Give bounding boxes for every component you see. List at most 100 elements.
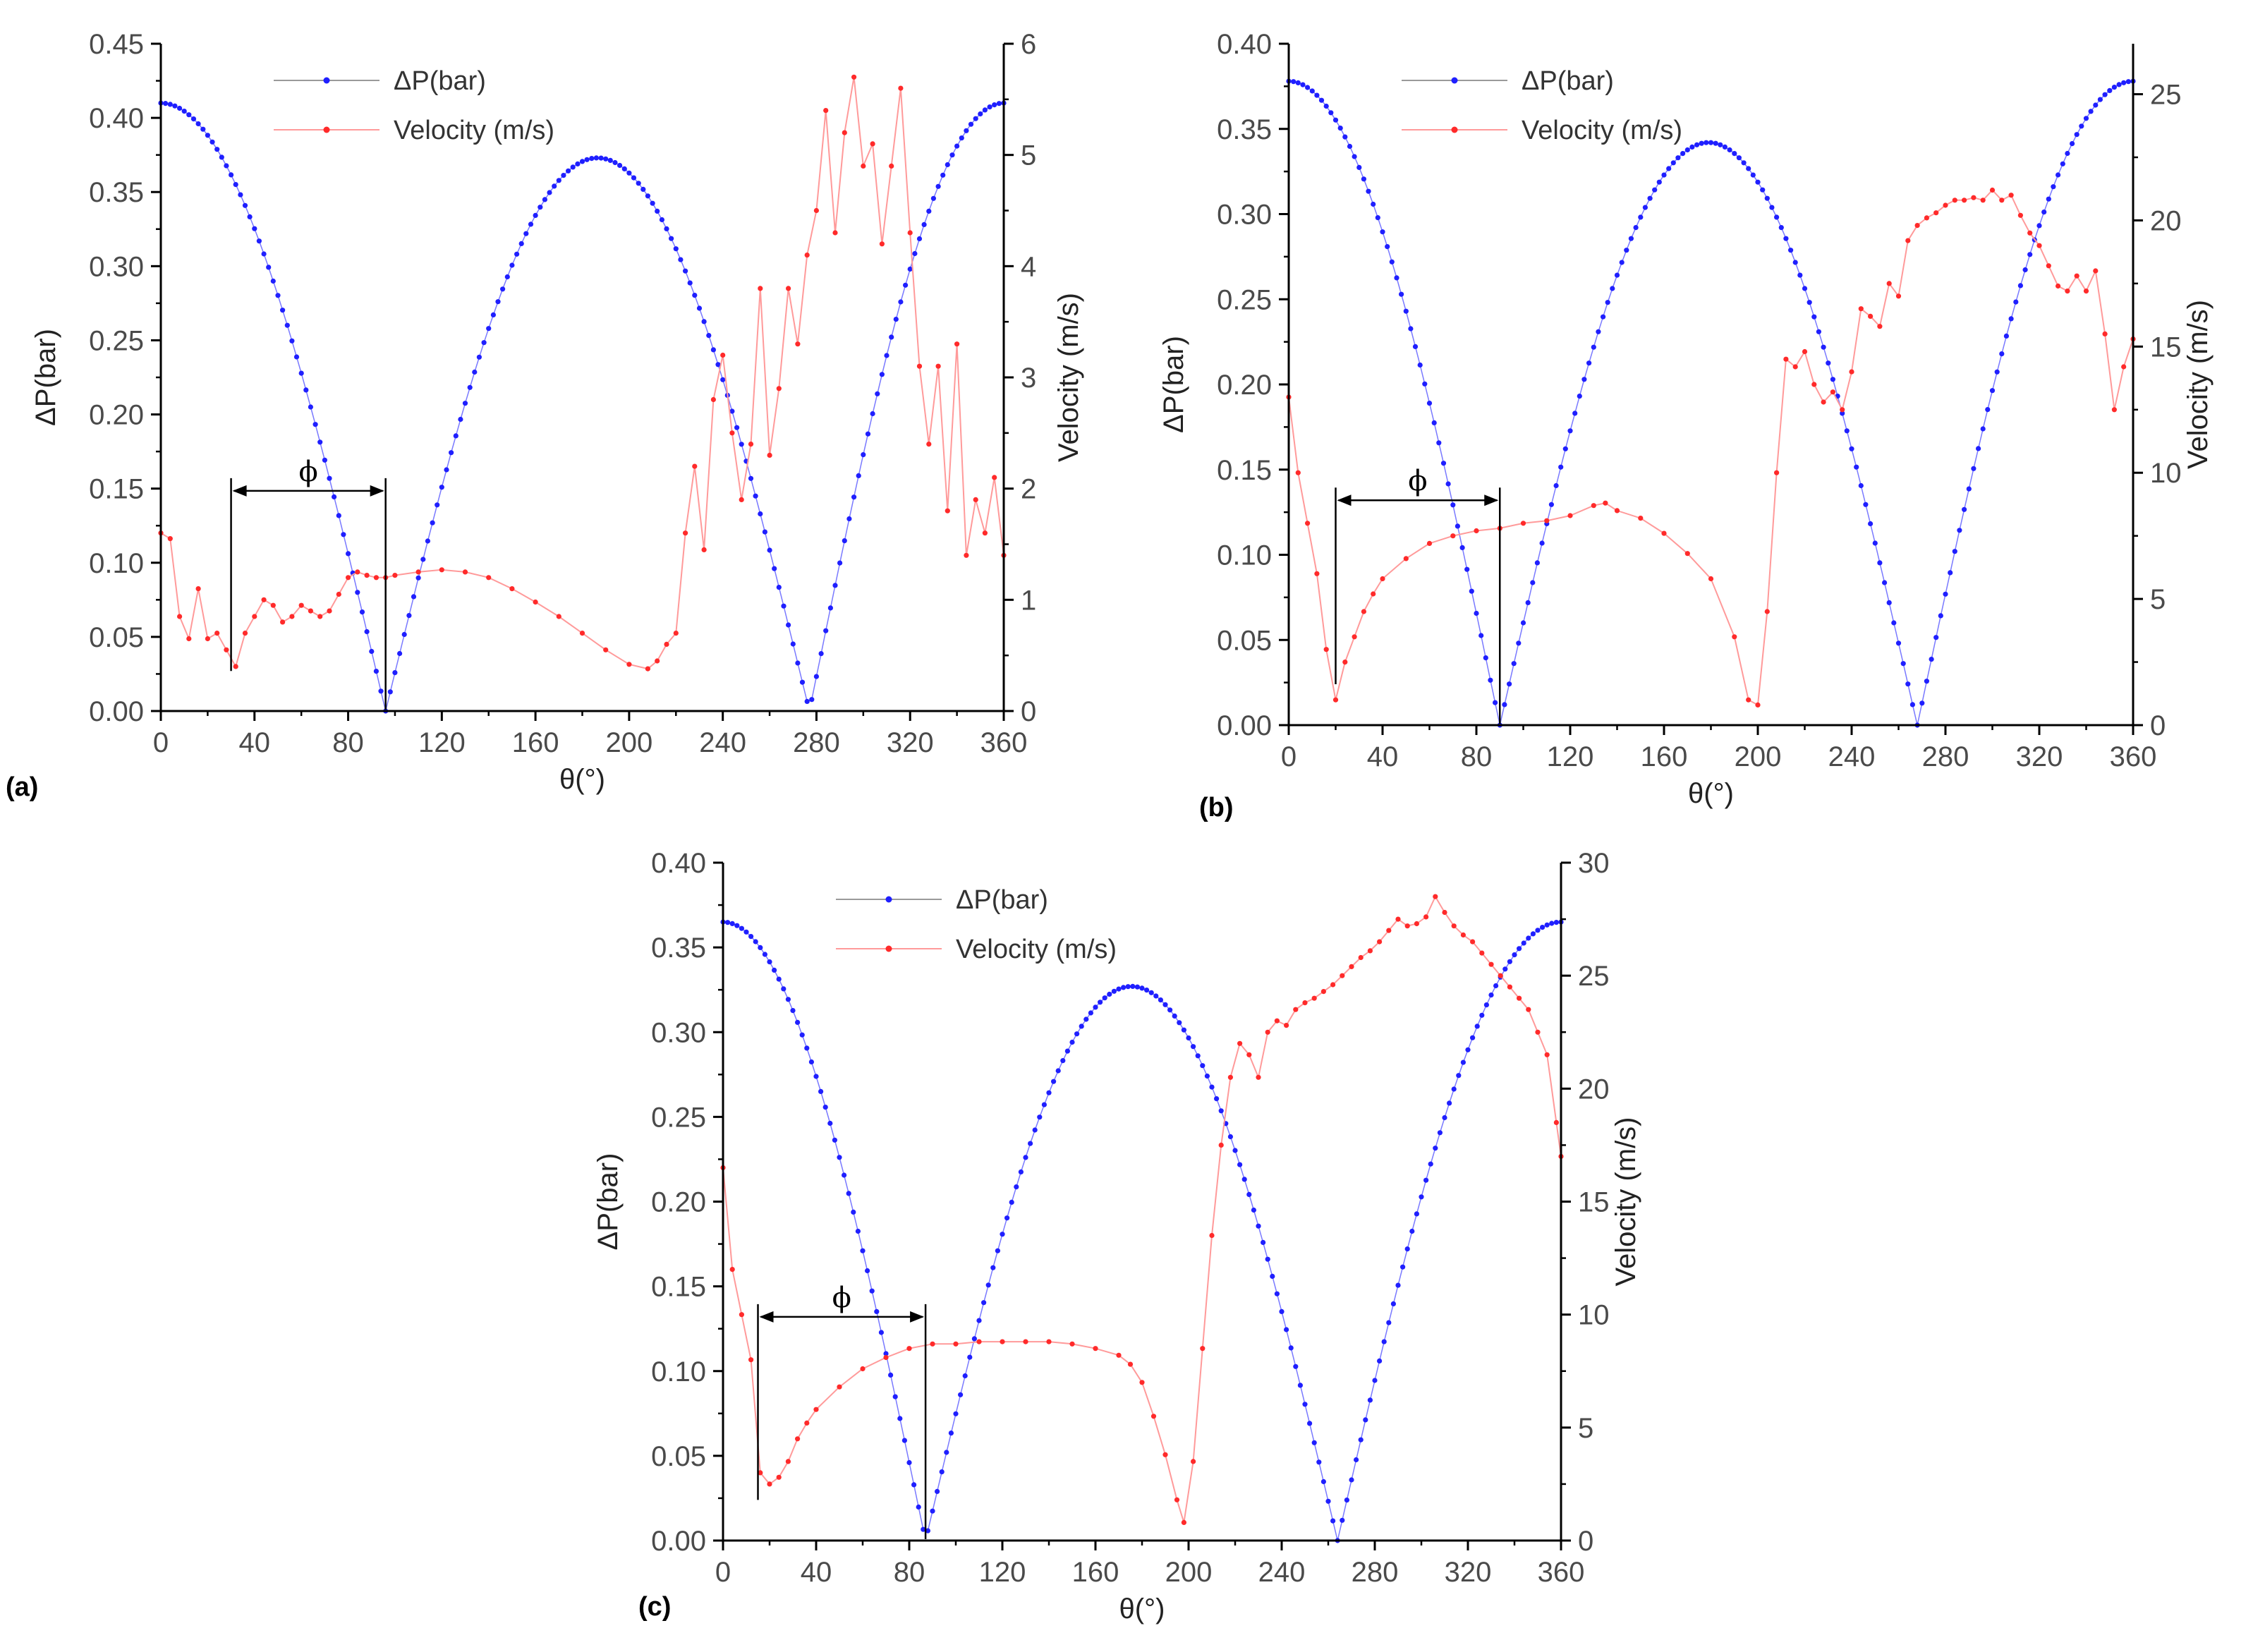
- x-tick-label: 40: [1367, 741, 1399, 772]
- velocity-point: [785, 1459, 791, 1464]
- y2-tick-label: 5: [1578, 1413, 1593, 1444]
- velocity-point: [1783, 356, 1789, 362]
- pressure-point: [935, 1488, 940, 1494]
- y-tick-label: 0.40: [89, 103, 144, 134]
- velocity-point: [1980, 198, 1986, 203]
- pressure-point: [1713, 140, 1718, 146]
- velocity-point: [167, 536, 173, 542]
- pressure-point: [533, 212, 538, 218]
- velocity-point: [1332, 697, 1339, 703]
- y2-tick-label: 25: [1578, 961, 1610, 992]
- velocity-point: [1093, 1346, 1098, 1352]
- pressure-point: [322, 457, 327, 463]
- velocity-point: [795, 1436, 801, 1442]
- velocity-point: [907, 230, 913, 236]
- pressure-point: [167, 102, 173, 107]
- y-tick-label: 0.10: [1217, 540, 1272, 571]
- pressure-point: [1764, 195, 1770, 201]
- legend-pressure-label: ΔP(bar): [394, 66, 486, 96]
- pressure-point: [1408, 326, 1414, 332]
- pressure-point: [411, 594, 417, 600]
- pressure-point: [846, 516, 852, 522]
- panel-label: (c): [638, 1592, 671, 1622]
- phi-arrow-head-left: [1337, 494, 1352, 506]
- pressure-point: [1821, 344, 1826, 350]
- pressure-point: [1134, 984, 1140, 990]
- pressure-point: [1412, 344, 1419, 349]
- pressure-point: [1689, 144, 1695, 150]
- velocity-point: [1755, 702, 1761, 708]
- velocity-point: [1046, 1339, 1052, 1344]
- pressure-point: [518, 241, 524, 246]
- pressure-point: [729, 408, 735, 414]
- pressure-point: [799, 1032, 805, 1038]
- pressure-point: [1610, 286, 1615, 291]
- pressure-point: [725, 920, 731, 925]
- velocity-point: [1377, 939, 1383, 945]
- velocity-point: [898, 85, 904, 91]
- pressure-point: [1732, 151, 1737, 157]
- velocity-point: [1218, 1142, 1224, 1148]
- pressure-point: [1130, 983, 1136, 989]
- velocity-point: [1305, 521, 1311, 526]
- pressure-point: [1144, 988, 1150, 993]
- velocity-point: [758, 1470, 763, 1476]
- pressure-point: [897, 1416, 903, 1421]
- velocity-point: [758, 286, 763, 291]
- pressure-point: [514, 251, 520, 257]
- pressure-point: [692, 293, 698, 298]
- x-axis-title: θ(°): [1119, 1593, 1165, 1624]
- velocity-point: [1293, 1007, 1299, 1012]
- velocity-point: [195, 586, 201, 592]
- pressure-point: [181, 109, 187, 114]
- pressure-point: [1530, 580, 1536, 585]
- pressure-point: [1320, 1478, 1326, 1485]
- velocity-point: [973, 497, 978, 503]
- pressure-point: [1778, 225, 1784, 231]
- velocity-point: [1352, 634, 1357, 640]
- pressure-point: [1361, 176, 1366, 182]
- velocity-point: [486, 575, 492, 581]
- velocity-point: [930, 1341, 935, 1347]
- velocity-point: [373, 575, 379, 581]
- velocity-point: [832, 230, 838, 236]
- pressure-point: [1451, 1086, 1457, 1092]
- pressure-point: [958, 1392, 964, 1397]
- pressure-point: [1032, 1127, 1038, 1133]
- pressure-point: [631, 175, 637, 181]
- velocity-point: [2055, 283, 2061, 289]
- pressure-point: [1769, 205, 1775, 210]
- pressure-point: [1023, 1155, 1028, 1160]
- pressure-point: [1619, 260, 1625, 265]
- legend-pressure-marker: [323, 77, 330, 84]
- pressure-point: [808, 1059, 814, 1065]
- pressure-point: [1962, 506, 1967, 512]
- pressure-point: [1680, 151, 1686, 157]
- x-tick-label: 200: [606, 727, 653, 758]
- pressure-point: [1148, 990, 1154, 995]
- pressure-point: [715, 362, 721, 368]
- y2-axis-title: Velocity (m/s): [2182, 300, 2214, 469]
- y-tick-label: 0.20: [651, 1187, 706, 1218]
- velocity-point: [776, 386, 782, 391]
- velocity-point: [1386, 928, 1392, 933]
- pressure-point: [921, 1526, 926, 1532]
- velocity-point: [1488, 961, 1494, 967]
- pressure-point: [1502, 966, 1508, 972]
- velocity-point: [720, 352, 726, 358]
- y2-axis-title: Velocity (m/s): [1610, 1117, 1641, 1286]
- pressure-point: [893, 317, 899, 322]
- velocity-point: [1403, 556, 1409, 561]
- pressure-point: [205, 133, 210, 138]
- velocity-point: [748, 442, 754, 447]
- velocity-point: [1200, 1346, 1206, 1352]
- phi-label: ϕ: [1408, 465, 1427, 497]
- pressure-point: [1352, 154, 1357, 159]
- pressure-point: [996, 101, 1002, 107]
- y-tick-label: 0.25: [651, 1102, 706, 1133]
- pressure-point: [1530, 931, 1536, 937]
- pressure-point: [1675, 155, 1681, 161]
- velocity-point: [1162, 1452, 1168, 1457]
- pressure-point: [270, 278, 276, 284]
- velocity-point: [645, 666, 651, 672]
